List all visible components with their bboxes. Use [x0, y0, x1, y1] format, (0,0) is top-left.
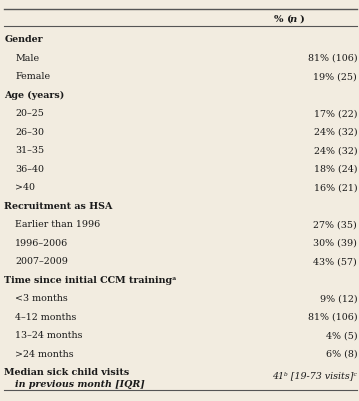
- Text: Median sick child visits: Median sick child visits: [4, 367, 130, 376]
- Text: Age (years): Age (years): [4, 91, 65, 99]
- Text: ): ): [299, 15, 304, 24]
- Text: 24% (32): 24% (32): [313, 146, 357, 155]
- Text: Gender: Gender: [4, 35, 43, 44]
- Text: Female: Female: [15, 72, 50, 81]
- Text: 4% (5): 4% (5): [326, 330, 357, 339]
- Text: <3 months: <3 months: [15, 294, 68, 302]
- Text: 81% (106): 81% (106): [308, 312, 357, 321]
- Text: 26–30: 26–30: [15, 128, 44, 136]
- Text: 20–25: 20–25: [15, 109, 44, 118]
- Text: 16% (21): 16% (21): [313, 183, 357, 192]
- Text: 6% (8): 6% (8): [326, 349, 357, 358]
- Text: 2007–2009: 2007–2009: [15, 257, 68, 265]
- Text: Male: Male: [15, 54, 39, 63]
- Text: 13–24 months: 13–24 months: [15, 330, 83, 339]
- Text: 36–40: 36–40: [15, 164, 44, 173]
- Text: Recruitment as HSA: Recruitment as HSA: [4, 201, 113, 210]
- Text: 30% (39): 30% (39): [313, 238, 357, 247]
- Text: 81% (106): 81% (106): [308, 54, 357, 63]
- Text: % (: % (: [274, 15, 292, 24]
- Text: 18% (24): 18% (24): [314, 164, 357, 173]
- Text: 31–35: 31–35: [15, 146, 44, 155]
- Text: >40: >40: [15, 183, 35, 192]
- Text: 43% (57): 43% (57): [313, 257, 357, 265]
- Text: 9% (12): 9% (12): [320, 294, 357, 302]
- Text: 19% (25): 19% (25): [313, 72, 357, 81]
- Text: 27% (35): 27% (35): [313, 220, 357, 229]
- Text: Time since initial CCM trainingᵃ: Time since initial CCM trainingᵃ: [4, 275, 177, 284]
- Text: 24% (32): 24% (32): [313, 128, 357, 136]
- Text: in previous month [IQR]: in previous month [IQR]: [15, 379, 145, 388]
- Text: 1996–2006: 1996–2006: [15, 238, 68, 247]
- Text: n: n: [290, 15, 297, 24]
- Text: 17% (22): 17% (22): [314, 109, 357, 118]
- Text: 41ᵇ [19-73 visits]ᶜ: 41ᵇ [19-73 visits]ᶜ: [272, 371, 357, 379]
- Text: Earlier than 1996: Earlier than 1996: [15, 220, 100, 229]
- Text: >24 months: >24 months: [15, 349, 74, 358]
- Text: 4–12 months: 4–12 months: [15, 312, 76, 321]
